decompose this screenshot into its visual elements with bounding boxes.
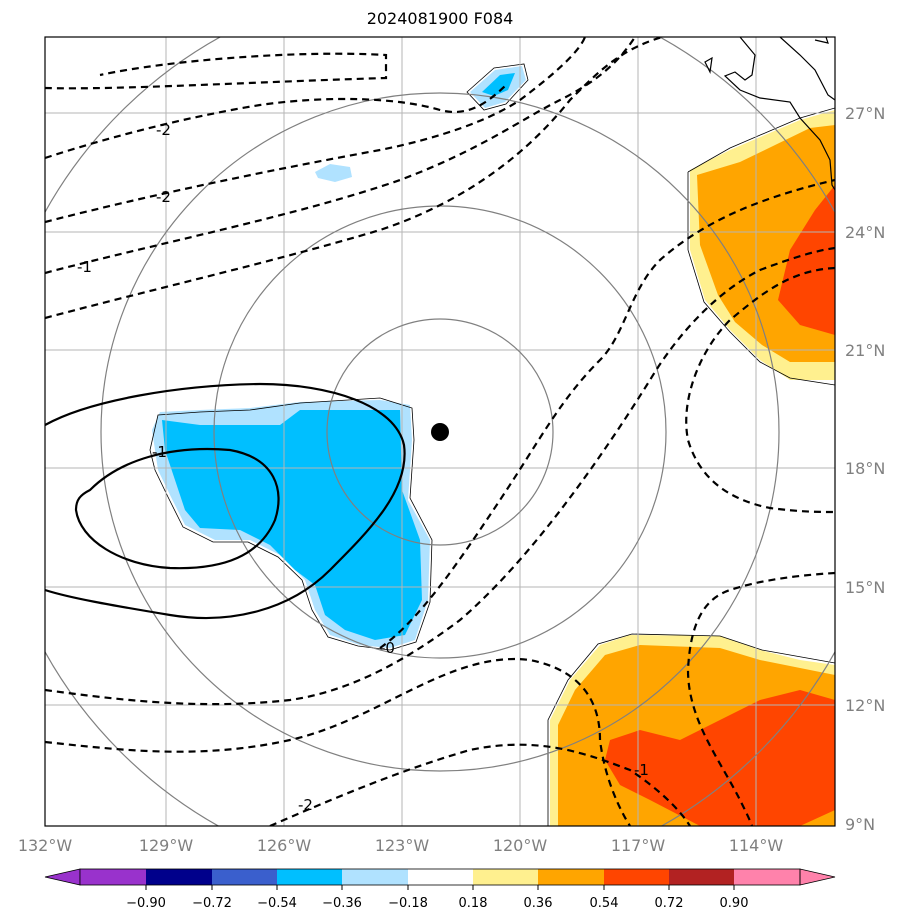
colorbar-segment [604,869,669,885]
colorbar-segment [342,869,408,885]
colorbar-segment [734,869,800,885]
negative-anomaly-small-1-core [482,73,515,96]
colorbar-tick-label: 0.72 [655,896,684,911]
lon-label: 126°W [257,836,312,855]
contour-label: -2 [156,188,171,206]
colorbar-segment [80,869,146,885]
negative-anomaly-small-2 [315,164,352,182]
positive-anomaly-se-core [605,690,835,826]
lat-label: 9°N [845,815,875,834]
lat-label: 24°N [845,223,885,242]
colorbar-tick-label: 0.36 [524,896,553,911]
longitude-labels: 132°W 129°W 126°W 123°W 120°W 117°W 114°… [18,836,784,855]
lon-label: 117°W [611,836,666,855]
negative-anomaly-blob-inner [162,410,422,640]
lon-label: 114°W [729,836,784,855]
lat-label: 18°N [845,459,885,478]
coastline [704,37,835,191]
storm-center-marker [431,423,449,441]
lon-label: 129°W [139,836,194,855]
lon-label: 123°W [375,836,430,855]
lat-label: 15°N [845,578,885,597]
colorbar-segment [277,869,342,885]
colorbar-tick-label: −0.36 [322,896,362,911]
lat-label: 21°N [845,341,885,360]
latitude-labels: 27°N 24°N 21°N 18°N 15°N 12°N 9°N [845,104,885,834]
colorbar-tick-label: −0.90 [126,896,166,911]
colorbar-segment [212,869,277,885]
colorbar-segment [408,869,473,885]
colorbar-segment [473,869,538,885]
lon-label: 132°W [18,836,73,855]
colorbar-segment [146,869,212,885]
contour-label: -0 [380,639,395,657]
positive-anomaly-ne-core [778,185,835,335]
colorbar-tick-label: 0.18 [459,896,488,911]
contour-label: -1 [634,761,649,779]
colorbar-segment [669,869,734,885]
colorbar-tick-label: −0.72 [192,896,232,911]
colorbar-tick-label: −0.54 [257,896,297,911]
lat-label: 12°N [845,696,885,715]
contour-label: -1 [77,258,92,276]
colorbar-tick-label: 0.90 [720,896,749,911]
colorbar-segment [538,869,604,885]
contour-labels: -2 -2 -1 -1 -0 -1 -2 [77,121,649,814]
colorbar-tick-label: 0.54 [590,896,619,911]
map-plot-area: -2 -2 -1 -1 -0 -1 -2 [45,37,835,826]
shaded-anomaly-fields [152,66,835,826]
colorbar: −0.90 −0.72 −0.54 −0.36 −0.18 0.18 0.36 … [44,868,836,911]
solid-contours [45,382,406,620]
contour-label: -2 [156,121,171,139]
map-title: 2024081900 F084 [366,9,514,28]
map-frame [44,36,836,827]
lon-label: 120°W [493,836,548,855]
colorbar-low-extend [44,868,81,886]
lat-label: 27°N [845,104,885,123]
contour-label: -2 [298,796,313,814]
contour-label: -1 [152,443,167,461]
colorbar-tick-label: −0.18 [388,896,428,911]
colorbar-high-extend [799,868,836,886]
dashed-contours [45,37,835,826]
